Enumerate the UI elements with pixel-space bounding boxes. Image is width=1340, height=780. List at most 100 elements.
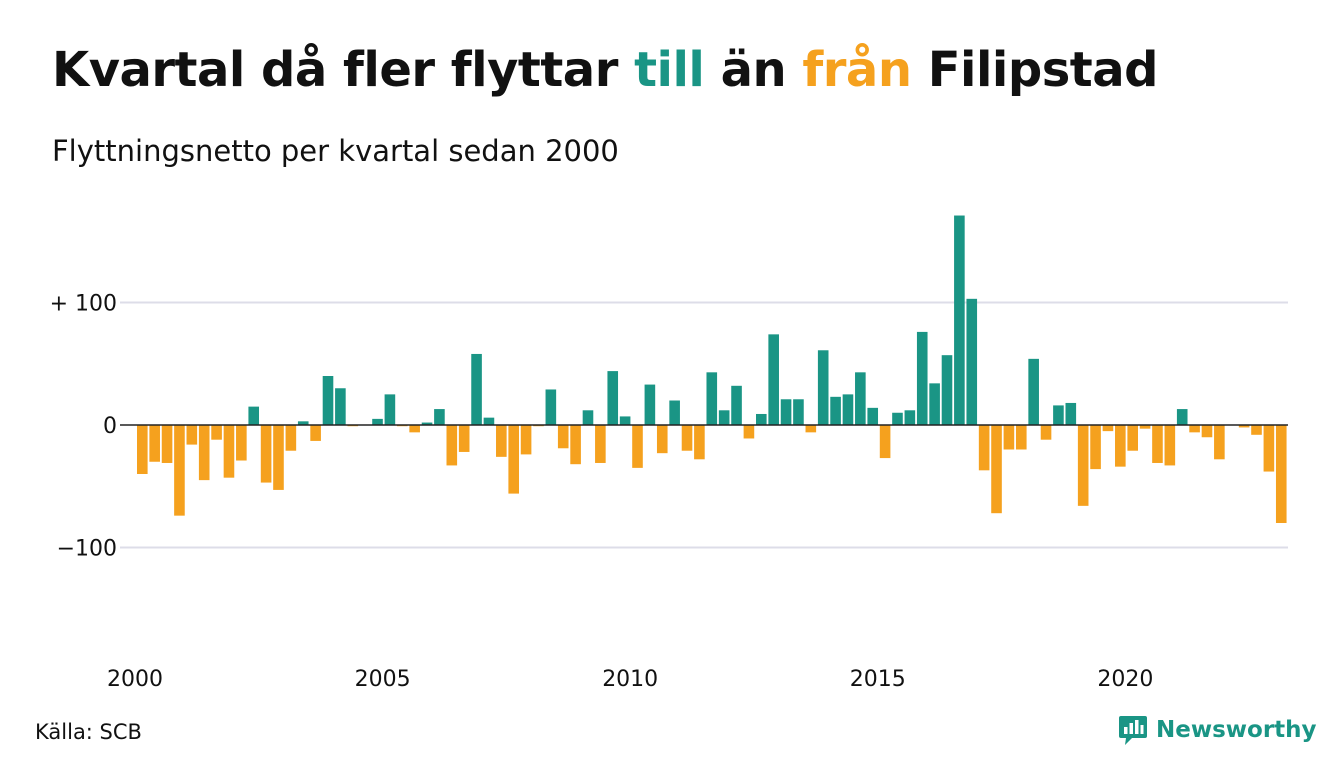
bar xyxy=(1090,425,1101,470)
source-credit: Källa: SCB xyxy=(35,720,142,744)
bar xyxy=(1077,425,1089,506)
bar xyxy=(743,425,755,439)
chart-subtitle: Flyttningsnetto per kvartal sedan 2000 xyxy=(52,134,619,168)
bar xyxy=(978,425,990,471)
bar xyxy=(1040,425,1052,440)
bar xyxy=(545,389,557,425)
bar xyxy=(335,388,346,425)
bar xyxy=(557,425,569,449)
bar xyxy=(508,425,519,494)
bar xyxy=(780,399,792,425)
bar xyxy=(867,407,879,425)
chart-title: Kvartal då fler flyttar till än från Fil… xyxy=(52,42,1158,100)
bar xyxy=(855,372,866,425)
bar xyxy=(619,416,631,425)
bar xyxy=(273,425,284,490)
bar xyxy=(1015,425,1027,450)
x-tick-label: 2000 xyxy=(107,667,163,692)
bar xyxy=(372,418,383,425)
bar xyxy=(1139,425,1151,429)
x-tick-label: 2020 xyxy=(1097,667,1153,692)
bar xyxy=(768,334,779,425)
x-tick-label: 2015 xyxy=(850,667,906,692)
bar xyxy=(817,350,829,425)
x-tick-label: 2010 xyxy=(602,667,658,692)
bar xyxy=(384,394,396,425)
newsworthy-logo-icon xyxy=(1119,716,1147,745)
bar xyxy=(1189,425,1200,433)
title-till: till xyxy=(634,42,705,98)
bar xyxy=(1003,425,1015,450)
bar xyxy=(236,425,247,461)
bar xyxy=(991,425,1002,514)
bar xyxy=(248,406,260,425)
bar xyxy=(1115,425,1126,467)
bar xyxy=(1028,358,1039,425)
bar xyxy=(496,425,507,457)
bar xyxy=(161,425,173,463)
bar xyxy=(694,425,705,460)
bar xyxy=(1053,405,1064,425)
bar xyxy=(483,417,495,425)
y-tick-label: + 100 xyxy=(50,292,117,317)
bar xyxy=(1164,425,1176,466)
bar xyxy=(632,425,643,468)
bar xyxy=(916,331,928,425)
newsworthy-logo: Newsworthy xyxy=(1118,714,1317,746)
bar xyxy=(842,394,854,425)
bar xyxy=(966,298,978,425)
bar xyxy=(174,425,185,516)
bar xyxy=(1214,425,1225,460)
bar xyxy=(669,400,680,425)
bar xyxy=(471,353,482,425)
bar xyxy=(706,372,718,425)
bar xyxy=(310,425,321,441)
bar xyxy=(1102,425,1114,432)
title-part-5: Filipstad xyxy=(911,42,1159,98)
bar xyxy=(681,425,693,451)
bar xyxy=(1065,402,1077,425)
bar xyxy=(434,409,445,425)
bar xyxy=(260,425,272,483)
bar xyxy=(805,425,817,433)
x-tick-label: 2005 xyxy=(355,667,411,692)
bar xyxy=(137,425,148,474)
bar xyxy=(211,425,222,440)
bar xyxy=(1201,425,1213,438)
bar xyxy=(607,371,619,425)
title-part-1: Kvartal då fler flyttar xyxy=(52,42,635,98)
bar xyxy=(941,355,953,425)
bar xyxy=(285,425,297,451)
title-fran: från xyxy=(802,42,912,98)
bar xyxy=(793,399,804,425)
bar xyxy=(198,425,210,481)
newsworthy-logo-text: Newsworthy xyxy=(1156,717,1317,743)
y-tick-label: −100 xyxy=(57,537,117,562)
bar xyxy=(297,421,309,425)
bar xyxy=(929,383,940,425)
bar xyxy=(149,425,160,462)
bar xyxy=(421,422,433,425)
bar xyxy=(409,425,420,433)
bar xyxy=(1251,425,1262,435)
bar xyxy=(458,425,470,452)
bar xyxy=(322,376,334,425)
bar xyxy=(570,425,581,465)
bar xyxy=(731,385,742,425)
bar xyxy=(446,425,458,466)
bar xyxy=(904,410,916,425)
bar xyxy=(879,425,891,459)
bar xyxy=(954,215,965,425)
bar xyxy=(756,413,767,425)
bar xyxy=(595,425,606,463)
bar xyxy=(718,410,730,425)
bar xyxy=(1127,425,1138,451)
bar xyxy=(1238,425,1250,428)
bar xyxy=(1275,425,1287,523)
y-tick-label: 0 xyxy=(103,414,117,439)
bar xyxy=(1152,425,1163,463)
bar xyxy=(644,384,656,425)
bar xyxy=(186,425,198,445)
bar xyxy=(1263,425,1275,472)
bar xyxy=(830,396,841,425)
